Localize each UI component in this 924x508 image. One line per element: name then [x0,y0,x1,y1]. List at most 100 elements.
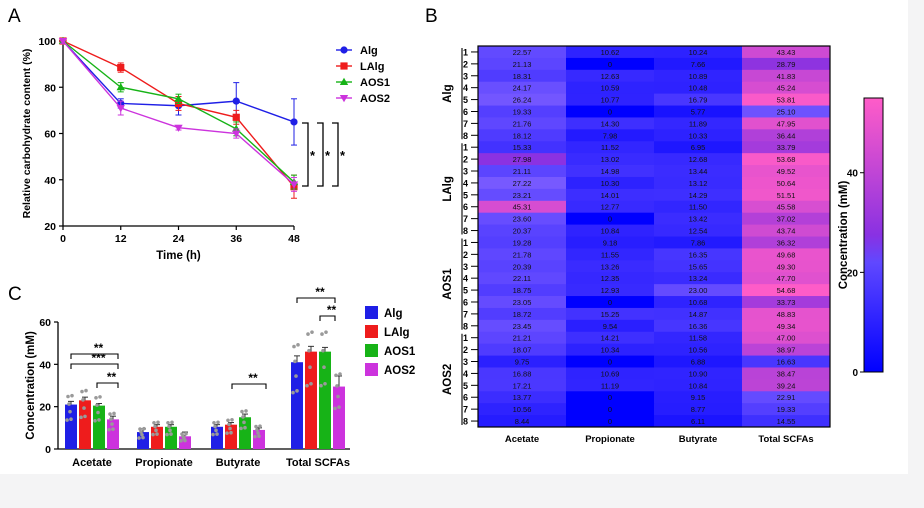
legend-swatch-lalg [365,325,378,338]
heatmap-cell [654,176,743,190]
cell-value: 0 [608,358,612,367]
column-label: Butyrate [679,434,718,445]
cell-value: 47.70 [777,274,796,283]
x-tick-label: 24 [173,233,185,245]
row-label: 2 [463,345,468,355]
heatmap-cell [478,391,567,404]
colorbar [863,97,884,373]
heatmap-cell [742,46,831,59]
cell-value: 14.01 [601,191,620,200]
cell-value: 16.88 [513,369,532,378]
legend-label-aos1: AOS1 [384,346,416,358]
cell-value: 20.39 [513,262,532,271]
cell-value: 16.79 [689,96,708,105]
cell-value: 6.95 [691,143,706,152]
cell-value: 9.18 [603,238,618,247]
replicate-dot [293,359,297,364]
heatmap-cell [654,57,743,71]
replicate-dot [70,393,74,398]
significance-bracket [296,297,336,303]
heatmap-cell [566,331,655,345]
y-tick-label: 0 [45,444,51,456]
heatmap-cell [566,403,655,416]
heatmap-cell [654,141,743,154]
cell-value: 16.36 [689,322,708,331]
heatmap-cell [742,165,831,178]
data-point [290,118,298,126]
cell-value: 23.60 [513,215,532,224]
heatmap-cell [478,129,567,142]
heatmap-cell [654,307,743,321]
heatmap-cell [566,307,655,321]
bar-alg [291,362,303,449]
heatmap-cell [654,415,743,428]
heatmap-cell [742,117,831,130]
replicate-dot [229,430,233,435]
data-point [116,83,125,91]
replicate-dot [109,417,113,421]
replicate-dot [142,426,146,431]
replicate-dot [138,427,142,431]
significance-bracket [231,383,267,389]
heatmap-cell [654,153,743,166]
heatmap-cell [566,248,655,261]
heatmap-cell [566,46,655,59]
colorbar-tick-label: 40 [847,169,859,180]
heatmap-cell [654,69,743,83]
bar-aos1 [239,417,251,449]
row-label: 2 [463,250,468,260]
cell-value: 36.44 [777,131,796,140]
replicate-dot [305,383,309,388]
row-label: 5 [463,95,468,105]
heatmap-cell [566,212,655,225]
cell-value: 13.24 [689,274,708,283]
heatmap-cell [742,129,831,142]
replicate-dot [65,418,69,422]
heatmap-cell [654,403,743,416]
replicate-dot [241,415,245,419]
cell-value: 26.24 [513,96,532,105]
heatmap-cell [478,93,567,106]
replicate-dot [225,431,229,435]
cell-value: 23.05 [513,298,532,307]
heatmap-cell [566,224,655,237]
heatmap-cell [566,81,655,95]
row-label: 3 [463,167,468,177]
cell-value: 53.68 [777,155,796,164]
row-label: 8 [463,417,468,427]
replicate-dot [296,343,300,347]
legend-label-lalg: LAlg [360,61,384,73]
cell-value: 54.68 [777,286,796,295]
row-label: 4 [463,274,468,284]
cell-value: 43.43 [777,48,796,57]
heatmap-cell [566,188,655,202]
y-tick-label: 100 [38,36,56,48]
colorbar-title: Concentration (mM) [838,181,850,290]
cell-value: 12.93 [601,286,620,295]
heatmap-cell [654,165,743,178]
cell-value: 17.21 [513,381,532,390]
heatmap-cell [566,105,655,118]
cell-value: 33.73 [777,298,796,307]
replicate-dot [228,426,232,431]
panel-label-b: B [425,6,438,27]
row-label: 5 [463,381,468,391]
heatmap-cell [566,343,655,356]
cell-value: 8.77 [691,405,706,414]
bar-aos2 [107,419,119,449]
heatmap-cell [742,200,831,214]
replicate-dot [239,426,243,431]
cell-value: 21.21 [513,334,532,343]
replicate-dot [254,424,258,429]
replicate-dot [213,424,217,429]
cell-value: 22.57 [513,48,532,57]
heatmap-cell [478,224,567,237]
replicate-dot [167,424,171,429]
cell-value: 37.02 [777,215,796,224]
colorbar-tick-label: 0 [852,368,858,379]
significance-bracket [319,315,336,321]
replicate-dot [215,432,219,436]
x-tick-label: Acetate [72,457,112,469]
replicate-dot [83,414,87,419]
significance-bracket [332,122,339,187]
